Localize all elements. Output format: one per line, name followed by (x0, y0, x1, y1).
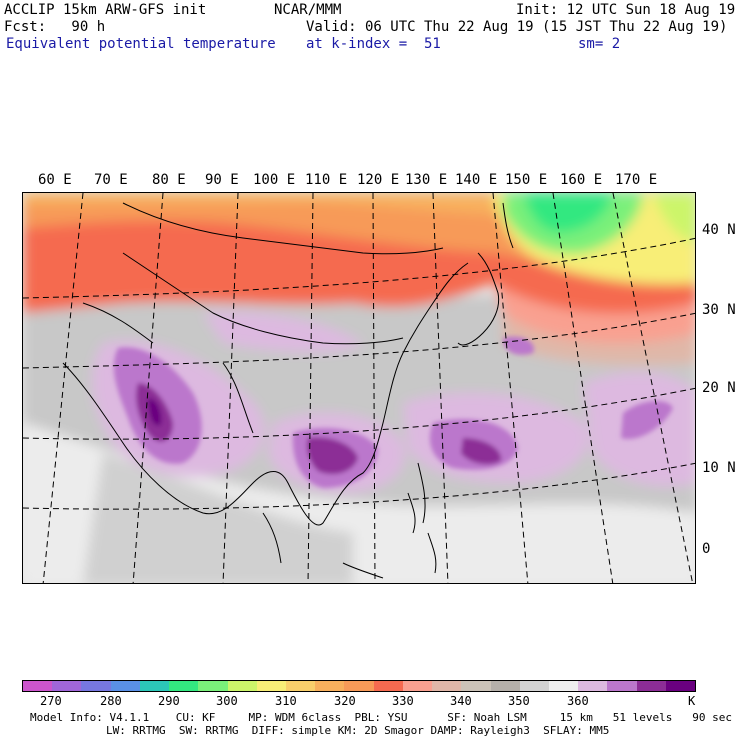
institution: NCAR/MMM (274, 2, 342, 18)
longitude-label: 130 E (405, 172, 448, 188)
longitude-label: 100 E (253, 172, 296, 188)
colorbar-label: 320 (334, 694, 356, 708)
field-name: Equivalent potential temperature (6, 36, 276, 52)
colorbar-swatch (52, 681, 82, 691)
longitude-label: 60 E (38, 172, 72, 188)
colorbar-label: 280 (100, 694, 122, 708)
colorbar-label: 290 (158, 694, 180, 708)
model-title: ACCLIP 15km ARW-GFS init (4, 2, 207, 18)
colorbar-swatch (110, 681, 140, 691)
colorbar-swatch (636, 681, 666, 691)
latitude-label: 20 N (702, 380, 736, 396)
colorbar-swatch (139, 681, 170, 691)
colorbar-label: 330 (392, 694, 414, 708)
map-panel (22, 192, 696, 584)
longitude-label: 160 E (560, 172, 603, 188)
colorbar-label: 270 (40, 694, 62, 708)
level-index: at k-index = 51 (306, 36, 441, 52)
theta-e-field (23, 193, 695, 583)
colorbar-label: 350 (508, 694, 530, 708)
forecast-hour: Fcst: 90 h (4, 19, 106, 35)
colorbar-swatch (23, 681, 53, 691)
colorbar-swatch (227, 681, 257, 691)
colorbar-swatch (402, 681, 433, 691)
colorbar-swatch (432, 681, 462, 691)
longitude-label: 70 E (94, 172, 128, 188)
colorbar-swatch (285, 681, 316, 691)
colorbar-swatch (665, 681, 696, 691)
longitude-label: 120 E (357, 172, 400, 188)
colorbar-swatch (344, 681, 374, 691)
colorbar-swatch (256, 681, 286, 691)
colorbar-swatch (548, 681, 579, 691)
longitude-label: 90 E (205, 172, 239, 188)
colorbar-label: 300 (216, 694, 238, 708)
colorbar-swatch (315, 681, 345, 691)
colorbar-swatch (461, 681, 491, 691)
model-info-line1: Model Info: V4.1.1 CU: KF MP: WDM 6class… (30, 711, 732, 724)
latitude-label: 30 N (702, 302, 736, 318)
longitude-label: 170 E (615, 172, 658, 188)
smoothing: sm= 2 (578, 36, 621, 52)
colorbar-swatch (373, 681, 403, 691)
valid-time: Valid: 06 UTC Thu 22 Aug 19 (15 JST Thu … (306, 19, 728, 35)
latitude-label: 0 (702, 541, 711, 557)
colorbar-label: 310 (275, 694, 297, 708)
init-time: Init: 12 UTC Sun 18 Aug 19 (516, 2, 736, 18)
longitude-label: 150 E (505, 172, 548, 188)
colorbar-label: 340 (450, 694, 472, 708)
colorbar-swatch (81, 681, 111, 691)
colorbar-unit: K (688, 694, 696, 708)
longitude-label: 80 E (152, 172, 186, 188)
model-info-line2: LW: RRTMG SW: RRTMG DIFF: simple KM: 2D … (106, 724, 610, 737)
colorbar-swatch (519, 681, 549, 691)
colorbar-swatch (607, 681, 637, 691)
colorbar-swatch (490, 681, 520, 691)
longitude-label: 140 E (455, 172, 498, 188)
colorbar-swatch (169, 681, 199, 691)
latitude-label: 40 N (702, 222, 736, 238)
colorbar-swatch (198, 681, 228, 691)
colorbar-swatch (578, 681, 608, 691)
colorbar (22, 680, 696, 692)
latitude-label: 10 N (702, 460, 736, 476)
longitude-label: 110 E (305, 172, 348, 188)
colorbar-label: 360 (567, 694, 589, 708)
